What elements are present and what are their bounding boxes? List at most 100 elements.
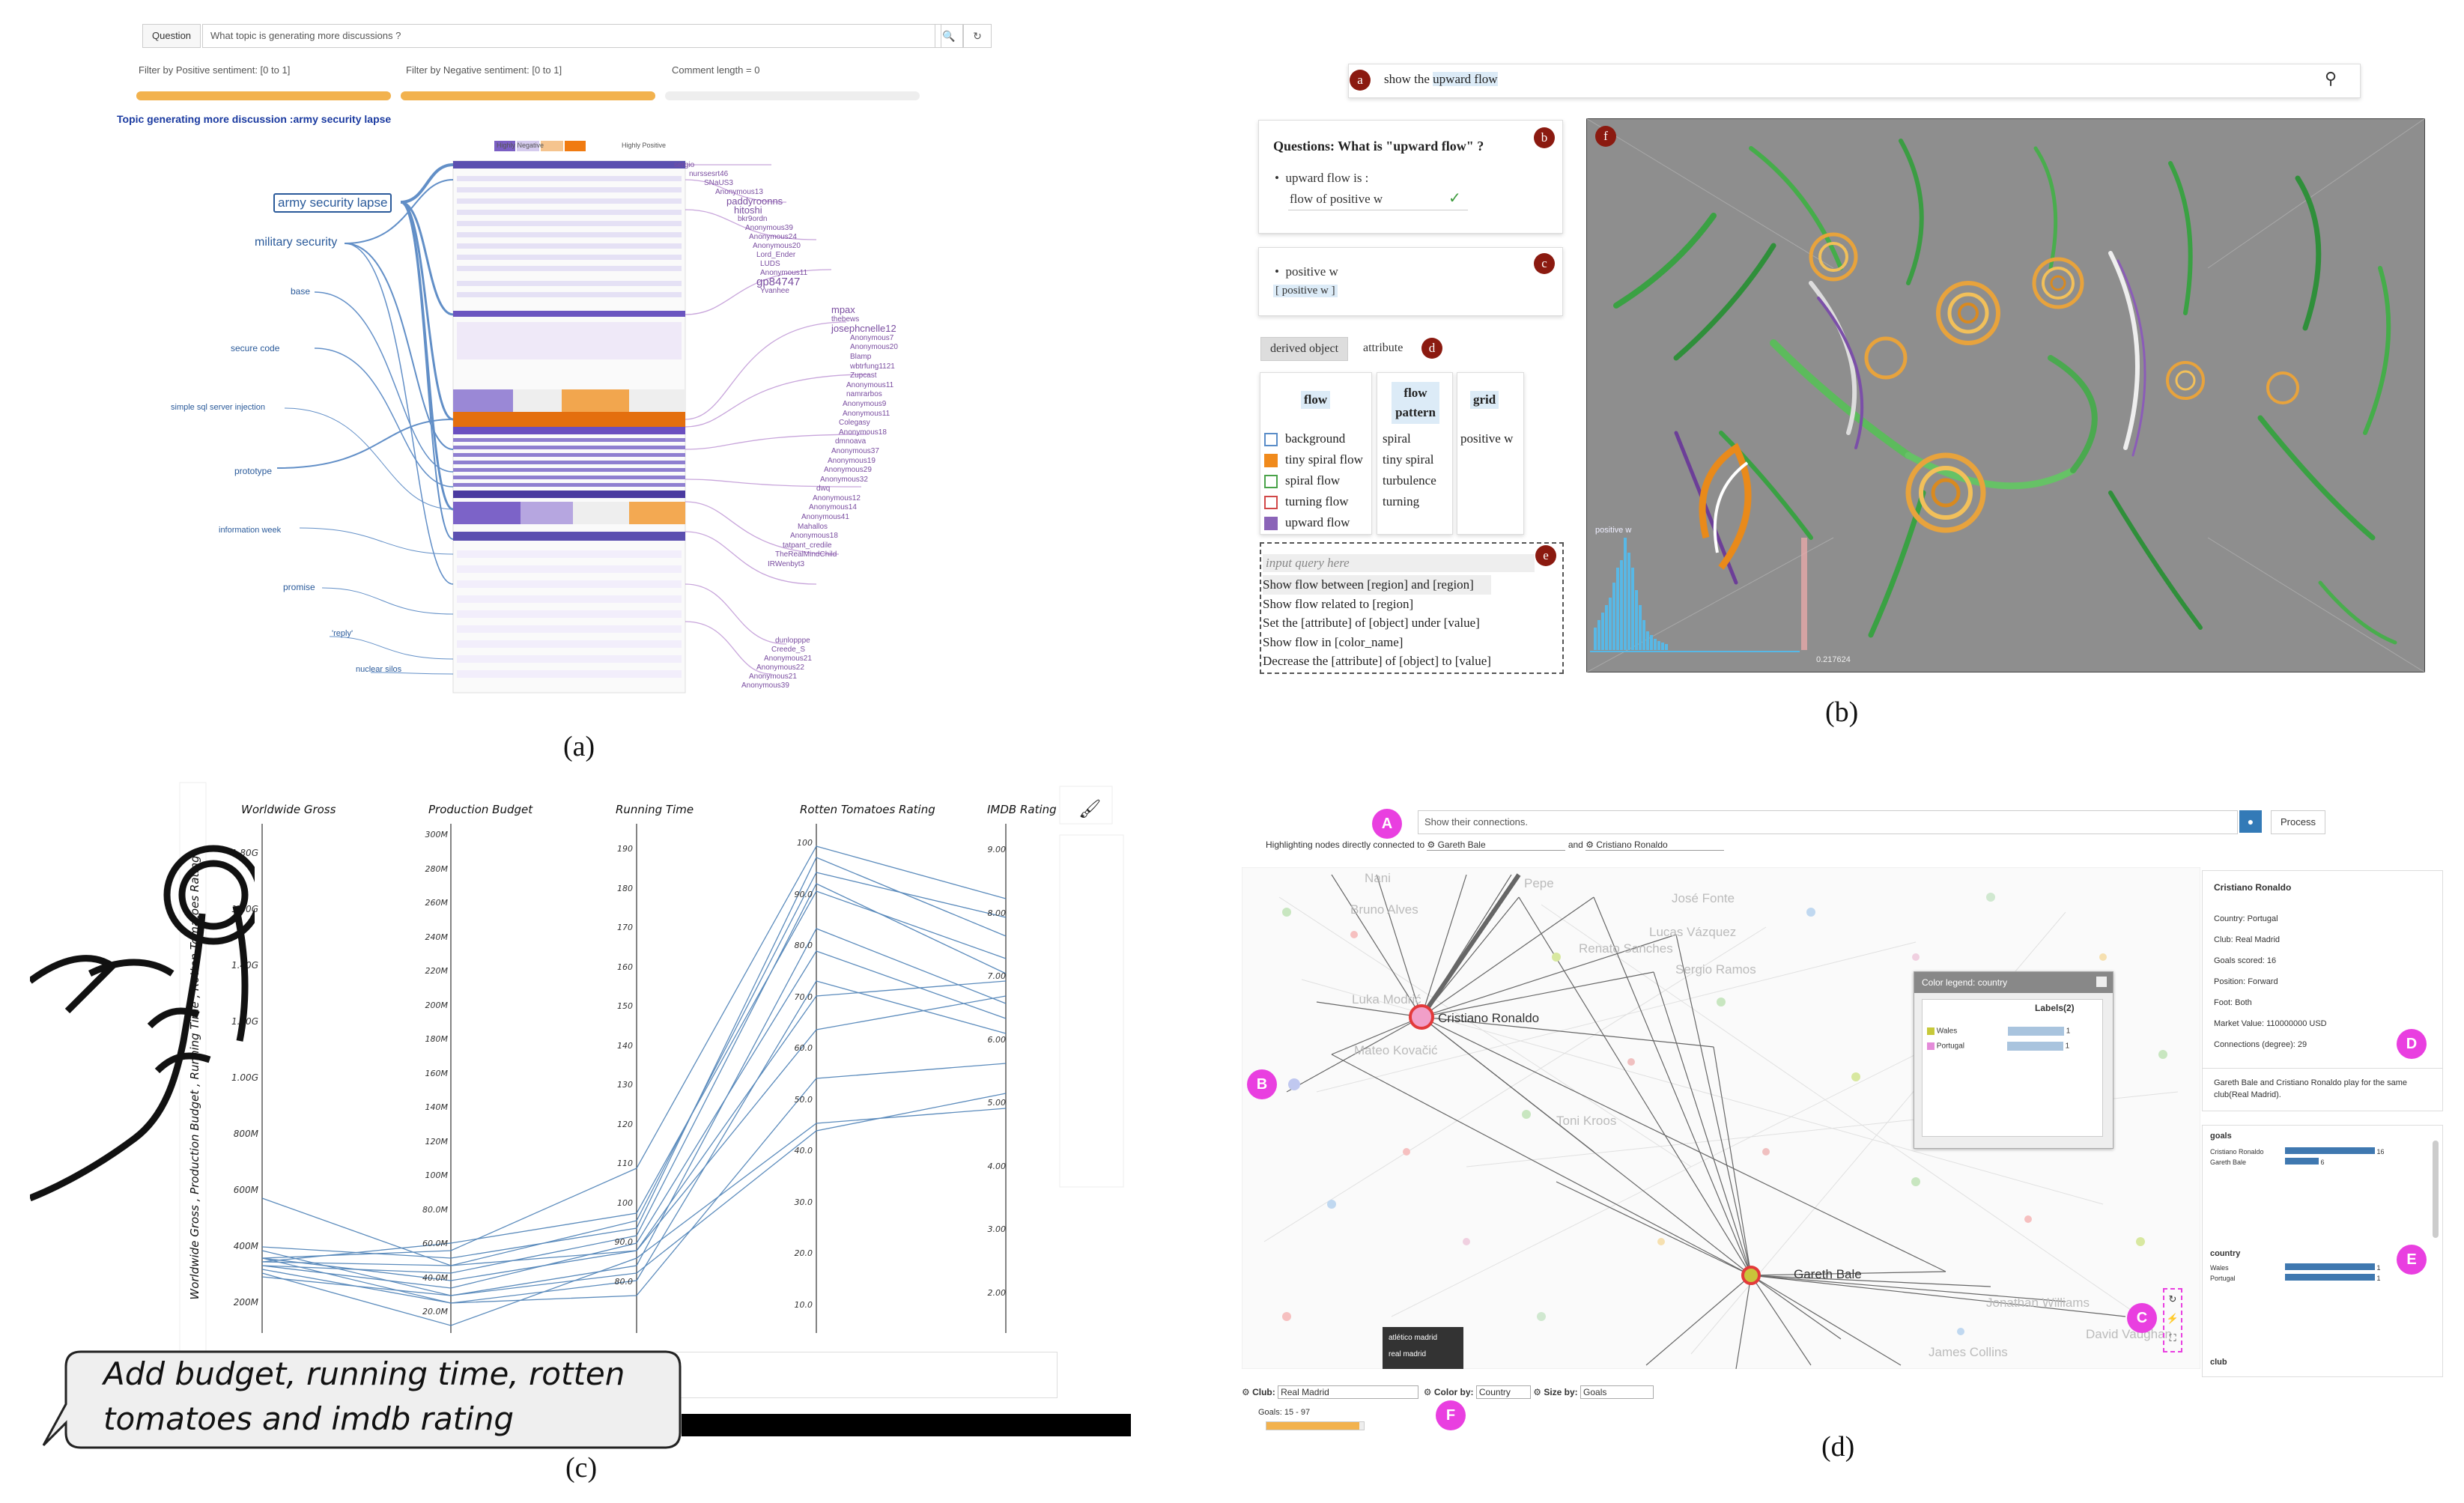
parallel-coords-chart[interactable] — [172, 779, 1131, 1453]
bar-row[interactable]: Portugal 1 — [2210, 1274, 2381, 1282]
template-item[interactable]: Set the [attribute] of [object] under [v… — [1263, 616, 1480, 630]
brush-icon[interactable]: 🖌 — [1078, 799, 1102, 819]
topic-item[interactable]: simple sql server injection — [171, 403, 265, 412]
user-label[interactable]: josephcnelle12 — [831, 323, 896, 335]
grid-item[interactable]: positive w — [1460, 431, 1514, 446]
flow-item[interactable]: background — [1264, 428, 1363, 449]
axis-title[interactable]: Worldwide Gross — [241, 803, 336, 816]
user-label[interactable]: Anonymous9 — [843, 399, 887, 408]
axis-title[interactable]: Production Budget — [428, 803, 533, 816]
question-input[interactable]: What topic is generating more discussion… — [202, 24, 941, 48]
user-label[interactable]: Anonymous7 — [850, 333, 894, 342]
axis-title[interactable]: IMDB Rating — [987, 803, 1057, 816]
user-label[interactable]: Colegasy — [839, 419, 870, 428]
user-label[interactable]: Anonymous12 — [813, 494, 861, 502]
player-label[interactable]: Pepe — [1524, 876, 1554, 890]
user-label[interactable]: Anonymous37 — [831, 446, 879, 455]
user-label[interactable]: Anonymous39 — [741, 681, 789, 690]
legend-close-icon[interactable] — [2096, 977, 2107, 987]
user-label[interactable]: Anonymous29 — [824, 466, 872, 475]
user-label[interactable]: paddyroonns — [726, 195, 783, 207]
user-label[interactable]: Anonymous20 — [850, 343, 898, 352]
tab-attribute[interactable]: attribute — [1363, 341, 1404, 354]
user-label[interactable]: Yvanhee — [760, 287, 789, 295]
goals-range-slider[interactable] — [1266, 1421, 1365, 1430]
user-label[interactable]: Anonymous24 — [749, 233, 797, 241]
legend-header[interactable]: Color legend: country — [1914, 972, 2113, 993]
query-input[interactable]: input query here — [1263, 554, 1535, 572]
tooltip-item[interactable]: real madrid — [1389, 1350, 1427, 1358]
fullscreen-icon[interactable]: ⛶ — [2169, 1332, 2176, 1343]
topic-item[interactable]: prototype — [234, 466, 273, 476]
user-label[interactable]: Anonymous32 — [820, 475, 868, 484]
pattern-item[interactable]: tiny spiral — [1383, 452, 1434, 467]
user-label[interactable]: namrarbos — [846, 390, 882, 399]
user-label[interactable]: gp84747 — [756, 276, 801, 288]
user-label[interactable]: thebews — [831, 315, 860, 324]
user-label[interactable]: Lord_Ender — [756, 251, 796, 259]
user-label[interactable]: dunlopppe — [775, 637, 810, 645]
refresh-icon[interactable]: ↻ — [2168, 1293, 2177, 1305]
user-label[interactable]: Creede_S — [771, 646, 806, 654]
tab-derived-object[interactable]: derived object — [1260, 337, 1349, 361]
bar-row[interactable]: Gareth Bale 6 — [2210, 1158, 2325, 1166]
template-item[interactable]: Show flow between [region] and [region] — [1263, 575, 1491, 595]
pattern-item[interactable]: spiral — [1383, 431, 1411, 446]
user-label[interactable]: Anonymous41 — [801, 513, 849, 522]
player-label[interactable]: Sergio Ramos — [1675, 962, 1756, 977]
user-label[interactable]: SNaUS3 — [704, 179, 733, 187]
bar-row[interactable]: Wales 1 — [2210, 1263, 2381, 1272]
axis-title[interactable]: Rotten Tomatoes Rating — [800, 803, 935, 816]
bar-row[interactable]: Cristiano Ronaldo 16 — [2210, 1147, 2385, 1156]
color-select[interactable]: Country — [1475, 1385, 1531, 1399]
user-label[interactable]: nurssesrt46 — [689, 170, 729, 178]
main-node-label[interactable]: Gareth Bale — [1794, 1267, 1862, 1281]
player-label[interactable]: Renato Sanches — [1579, 941, 1673, 956]
user-label[interactable]: Anonymous21 — [764, 655, 812, 663]
user-label[interactable]: Anonymous11 — [846, 380, 894, 389]
user-label[interactable]: Anonymous14 — [809, 503, 857, 512]
flow-item[interactable]: tiny spiral flow — [1264, 449, 1363, 470]
user-label[interactable]: IRWenbyt3 — [768, 560, 805, 569]
topic-item[interactable]: promise — [283, 582, 315, 592]
user-label[interactable]: dwq — [816, 485, 831, 494]
template-item[interactable]: Decrease the [attribute] of [object] to … — [1263, 654, 1491, 668]
search-button[interactable]: 🔍 — [935, 24, 963, 48]
topic-item[interactable]: 'reply' — [332, 629, 353, 638]
user-label[interactable]: Anonymous18 — [839, 428, 887, 437]
topic-item[interactable]: nuclear silos — [356, 665, 402, 674]
node1-select[interactable]: ⚙ Gareth Bale — [1427, 839, 1566, 851]
size-select[interactable]: Goals — [1580, 1385, 1654, 1399]
pattern-item[interactable]: turbulence — [1383, 473, 1436, 488]
player-label[interactable]: Bruno Alves — [1350, 902, 1418, 917]
main-node-label[interactable]: Cristiano Ronaldo — [1438, 1011, 1540, 1025]
player-label[interactable]: Lucas Vázquez — [1649, 925, 1737, 939]
refresh-button[interactable]: ↻ — [963, 24, 992, 48]
search-bar[interactable] — [1348, 64, 2361, 98]
user-label[interactable]: Anonymous18 — [790, 532, 838, 541]
node2-select[interactable]: ⚙ Cristiano Ronaldo — [1585, 839, 1725, 851]
player-label[interactable]: Luka Modrić — [1352, 992, 1421, 1006]
user-label[interactable]: Anonymous21 — [749, 672, 797, 681]
player-label[interactable]: James Collins — [1929, 1345, 2008, 1359]
user-label[interactable]: Mahallos — [798, 522, 828, 531]
search-icon[interactable]: ⚲ — [2325, 69, 2337, 88]
search-text[interactable]: show the upward flow — [1384, 72, 1498, 87]
player-label[interactable]: Nani — [1365, 871, 1391, 885]
user-label[interactable]: mpax — [831, 304, 855, 315]
user-label[interactable]: wbtrfung1121 — [850, 362, 895, 371]
candidate-tag[interactable]: [ positive w ] — [1273, 285, 1338, 297]
user-label[interactable]: Anonymous20 — [753, 242, 801, 250]
user-label[interactable]: dmnoava — [835, 437, 867, 446]
user-label[interactable]: tatpant_credile — [783, 541, 832, 550]
flow-item[interactable]: upward flow — [1264, 512, 1363, 533]
player-label[interactable]: Mateo Kovačić — [1354, 1043, 1438, 1057]
user-label[interactable]: hitoshi — [734, 204, 762, 216]
player-label[interactable]: David Vaughan — [2086, 1327, 2172, 1341]
topic-item[interactable]: secure code — [231, 343, 280, 353]
legend-item[interactable]: Wales 1 — [1927, 1027, 2070, 1036]
user-label[interactable]: Zupcast — [850, 371, 877, 380]
comment-slider[interactable] — [665, 91, 920, 100]
template-item[interactable]: Show flow in [color_name] — [1263, 634, 1404, 649]
user-label[interactable]: TheRealMindChild — [775, 550, 837, 559]
